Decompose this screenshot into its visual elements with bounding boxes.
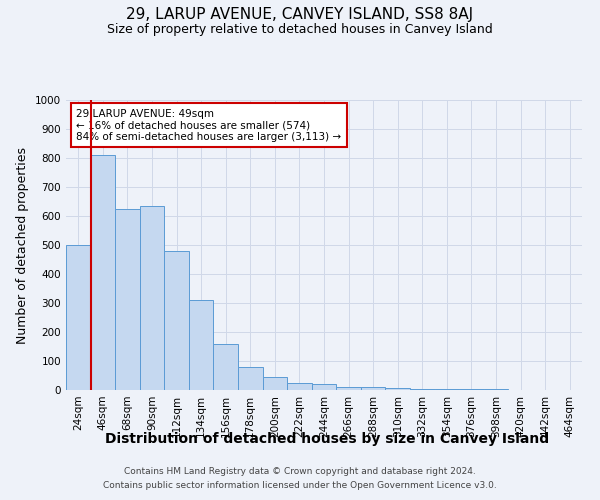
Text: 29 LARUP AVENUE: 49sqm
← 16% of detached houses are smaller (574)
84% of semi-de: 29 LARUP AVENUE: 49sqm ← 16% of detached…: [76, 108, 341, 142]
Bar: [361, 387, 385, 390]
Bar: [434, 388, 459, 390]
Bar: [385, 388, 410, 390]
Bar: [263, 377, 287, 390]
Bar: [91, 155, 115, 390]
Bar: [140, 206, 164, 390]
Bar: [164, 251, 189, 390]
Bar: [410, 388, 434, 390]
Text: Contains HM Land Registry data © Crown copyright and database right 2024.: Contains HM Land Registry data © Crown c…: [124, 468, 476, 476]
Bar: [312, 384, 336, 390]
Text: Contains public sector information licensed under the Open Government Licence v3: Contains public sector information licen…: [103, 481, 497, 490]
Bar: [66, 245, 91, 390]
Bar: [115, 209, 140, 390]
Bar: [336, 387, 361, 390]
Bar: [287, 383, 312, 390]
Bar: [459, 388, 484, 390]
Bar: [484, 388, 508, 390]
Y-axis label: Number of detached properties: Number of detached properties: [16, 146, 29, 344]
Text: Size of property relative to detached houses in Canvey Island: Size of property relative to detached ho…: [107, 22, 493, 36]
Text: Distribution of detached houses by size in Canvey Island: Distribution of detached houses by size …: [105, 432, 549, 446]
Bar: [214, 344, 238, 390]
Bar: [189, 300, 214, 390]
Text: 29, LARUP AVENUE, CANVEY ISLAND, SS8 8AJ: 29, LARUP AVENUE, CANVEY ISLAND, SS8 8AJ: [127, 8, 473, 22]
Bar: [238, 367, 263, 390]
